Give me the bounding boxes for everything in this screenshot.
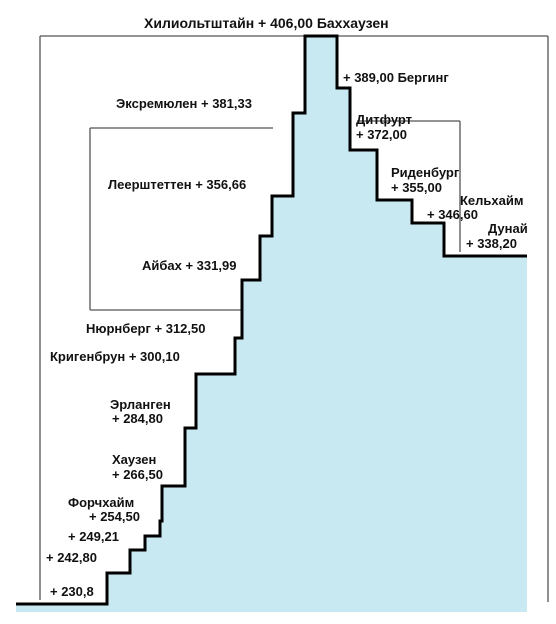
label-dunay-value: + 338,20 — [466, 236, 517, 251]
label-berging: + 389,00 Берги​нг — [343, 70, 449, 85]
right-labels: + 389,00 Берги​нг Дитфурт + 372,00 Риден… — [343, 70, 528, 251]
label-ditfurt-name: Дитфурт — [356, 112, 412, 127]
label-khauzen-value: + 266,50 — [112, 467, 163, 482]
label-aybakh: Айбах + 331,99 — [142, 258, 236, 273]
label-eksremyulen: Эксремюлен + 381,33 — [116, 96, 252, 111]
label-khauzen-name: Хаузен — [112, 452, 156, 467]
label-242: + 242,80 — [46, 550, 97, 565]
elevation-outline — [16, 34, 527, 606]
label-kelkhaym-value: + 346,60 — [427, 207, 478, 222]
label-ridenburg-name: Риденбург — [391, 165, 460, 180]
label-leershtetten: Леерштеттен + 356,66 — [108, 177, 246, 192]
label-dunay-name: Дунай — [488, 221, 528, 236]
label-forchkhaym-name: Форчхайм — [68, 495, 134, 510]
label-erlangen-value: + 284,80 — [112, 411, 163, 426]
label-krigenbrun: Кригенбрун + 300,10 — [50, 349, 180, 364]
label-249: + 249,21 — [68, 529, 119, 544]
title-label: Хилиольтштайн + 406,00 Баххаузен — [144, 15, 389, 31]
left-labels: Эксремюлен + 381,33 Леерштеттен + 356,66… — [46, 96, 252, 599]
label-erlangen-name: Эрланген — [110, 397, 171, 412]
label-forchkhaym-value: + 254,50 — [89, 509, 140, 524]
reference-frame — [39, 35, 549, 602]
elevation-fill — [16, 36, 527, 612]
label-kelkhaym-name: Кельхайм — [460, 193, 523, 208]
label-nyurnberg: Нюрнберг + 312,50 — [86, 321, 205, 336]
label-ridenburg-value: + 355,00 — [391, 180, 442, 195]
label-230: + 230,8 — [50, 584, 94, 599]
label-ditfurt-value: + 372,00 — [356, 127, 407, 142]
